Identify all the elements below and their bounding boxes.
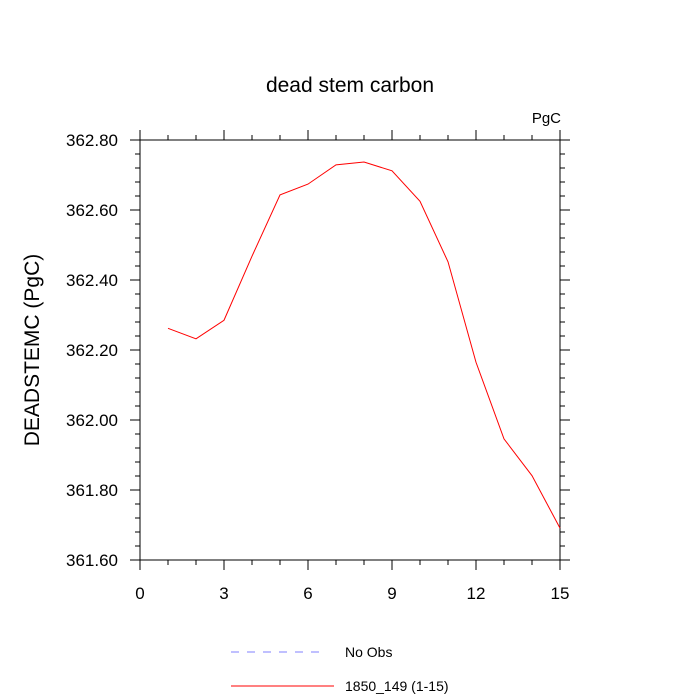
x-tick-label: 15 [551, 584, 570, 603]
x-tick-label: 12 [467, 584, 486, 603]
x-tick-label: 0 [135, 584, 144, 603]
y-tick-label: 361.80 [66, 481, 118, 500]
axis-ticks [130, 130, 570, 570]
units-label: PgC [532, 110, 561, 127]
plot-frame [139, 139, 561, 561]
y-tick-label: 362.20 [66, 341, 118, 360]
y-tick-label: 362.00 [66, 411, 118, 430]
y-tick-label: 362.80 [66, 131, 118, 150]
x-tick-label: 6 [303, 584, 312, 603]
legend-label: 1850_149 (1-15) [345, 678, 449, 694]
x-tick-label: 9 [387, 584, 396, 603]
x-tick-label: 3 [219, 584, 228, 603]
y-tick-labels: 361.60 361.80 362.00 362.20 362.40 362.60 362.… [66, 131, 118, 570]
legend: No Obs 1850_149 (1-15) [231, 644, 449, 694]
y-axis-label: DEADSTEMC (PgC) [21, 254, 44, 447]
series-line-1 [167, 161, 561, 529]
y-tick-label: 361.60 [66, 551, 118, 570]
y-tick-label: 362.60 [66, 201, 118, 220]
chart-title: dead stem carbon [266, 74, 434, 97]
series-layer [167, 161, 561, 529]
legend-label: No Obs [345, 644, 392, 660]
x-tick-labels: 0 3 6 9 12 15 [135, 584, 569, 603]
y-tick-label: 362.40 [66, 271, 118, 290]
